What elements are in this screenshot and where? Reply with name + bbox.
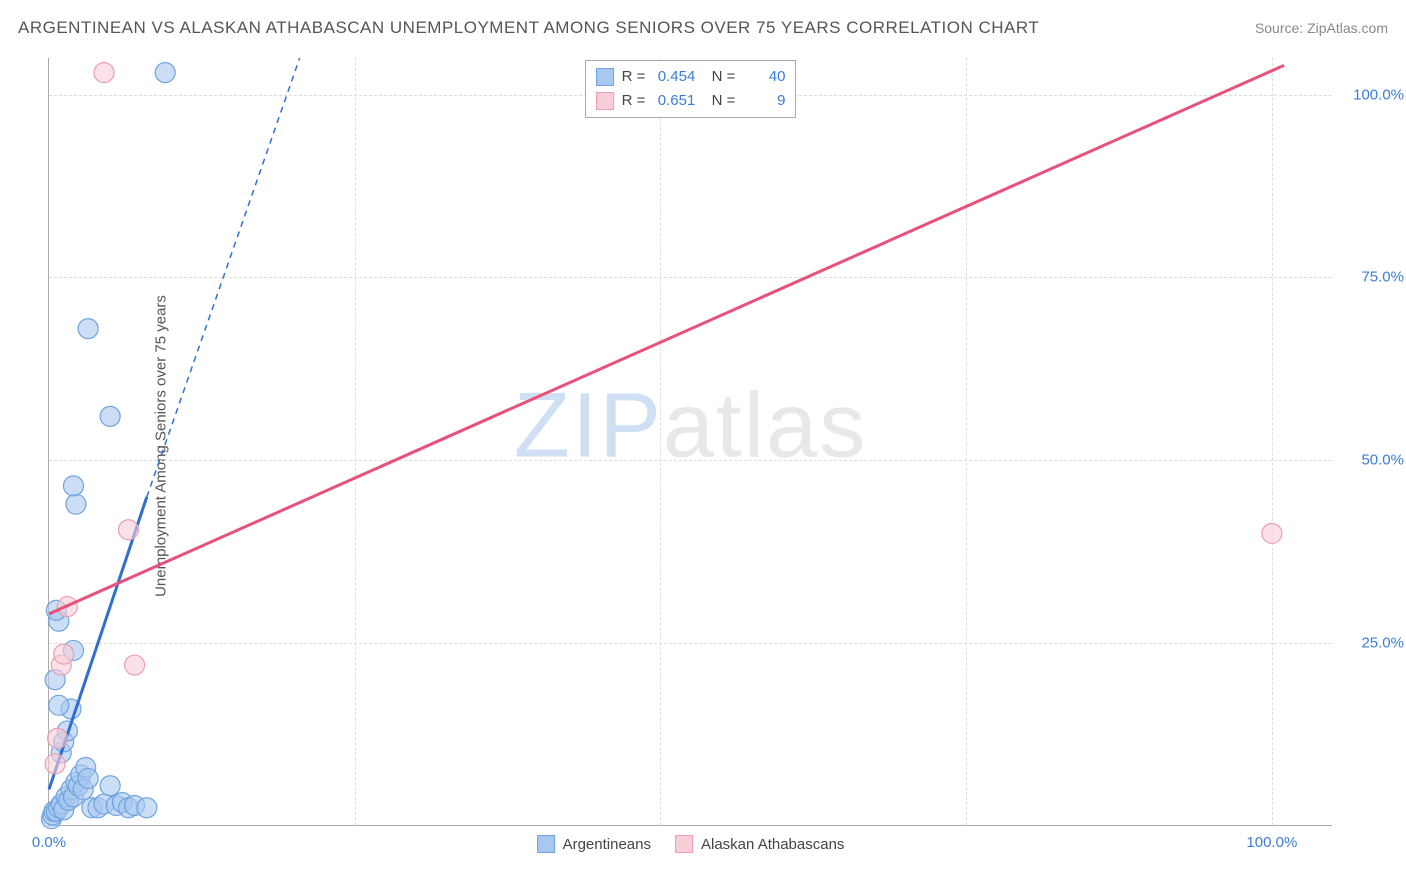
source-label: Source: ZipAtlas.com — [1255, 20, 1388, 36]
legend-r-value: 0.454 — [653, 65, 695, 89]
legend-r-value: 0.651 — [653, 89, 695, 113]
legend-top: R = 0.454 N = 40 R = 0.651 N = 9 — [585, 60, 797, 118]
y-tick-label: 75.0% — [1340, 269, 1404, 286]
legend-bottom: Argentineans Alaskan Athabascans — [537, 835, 845, 853]
y-tick-label: 25.0% — [1340, 635, 1404, 652]
data-point — [48, 728, 68, 748]
data-point — [125, 655, 145, 675]
data-point — [54, 644, 74, 664]
data-point — [137, 798, 157, 818]
legend-swatch — [675, 835, 693, 853]
legend-n-value: 9 — [743, 89, 785, 113]
legend-series-label: Argentineans — [563, 836, 651, 853]
data-point — [94, 63, 114, 83]
data-point — [66, 494, 86, 514]
data-point — [78, 768, 98, 788]
data-point — [1262, 523, 1282, 543]
legend-swatch — [596, 92, 614, 110]
x-tick-label: 100.0% — [1246, 834, 1297, 851]
trend-line — [49, 65, 1284, 614]
y-tick-label: 100.0% — [1340, 86, 1404, 103]
legend-swatch — [596, 68, 614, 86]
legend-top-row: R = 0.651 N = 9 — [596, 89, 786, 113]
chart-svg — [49, 58, 1332, 825]
title-bar: ARGENTINEAN VS ALASKAN ATHABASCAN UNEMPL… — [18, 18, 1388, 38]
data-point — [118, 520, 138, 540]
data-point — [63, 476, 83, 496]
data-point — [45, 754, 65, 774]
trend-line-dashed — [147, 58, 300, 497]
legend-bottom-item: Argentineans — [537, 835, 651, 853]
legend-bottom-item: Alaskan Athabascans — [675, 835, 844, 853]
legend-r-prefix: R = — [622, 89, 646, 113]
legend-r-prefix: R = — [622, 65, 646, 89]
data-point — [100, 406, 120, 426]
data-point — [155, 63, 175, 83]
data-point — [49, 695, 69, 715]
legend-top-row: R = 0.454 N = 40 — [596, 65, 786, 89]
legend-n-prefix: N = — [703, 65, 735, 89]
x-tick-label: 0.0% — [32, 834, 66, 851]
legend-swatch — [537, 835, 555, 853]
y-tick-label: 50.0% — [1340, 452, 1404, 469]
legend-series-label: Alaskan Athabascans — [701, 836, 844, 853]
legend-n-prefix: N = — [703, 89, 735, 113]
legend-n-value: 40 — [743, 65, 785, 89]
chart-title: ARGENTINEAN VS ALASKAN ATHABASCAN UNEMPL… — [18, 18, 1039, 38]
data-point — [78, 319, 98, 339]
plot-area: ZIPatlas R =0.454 N =40R =0.651 N =9 Arg… — [48, 58, 1332, 826]
data-point — [100, 776, 120, 796]
